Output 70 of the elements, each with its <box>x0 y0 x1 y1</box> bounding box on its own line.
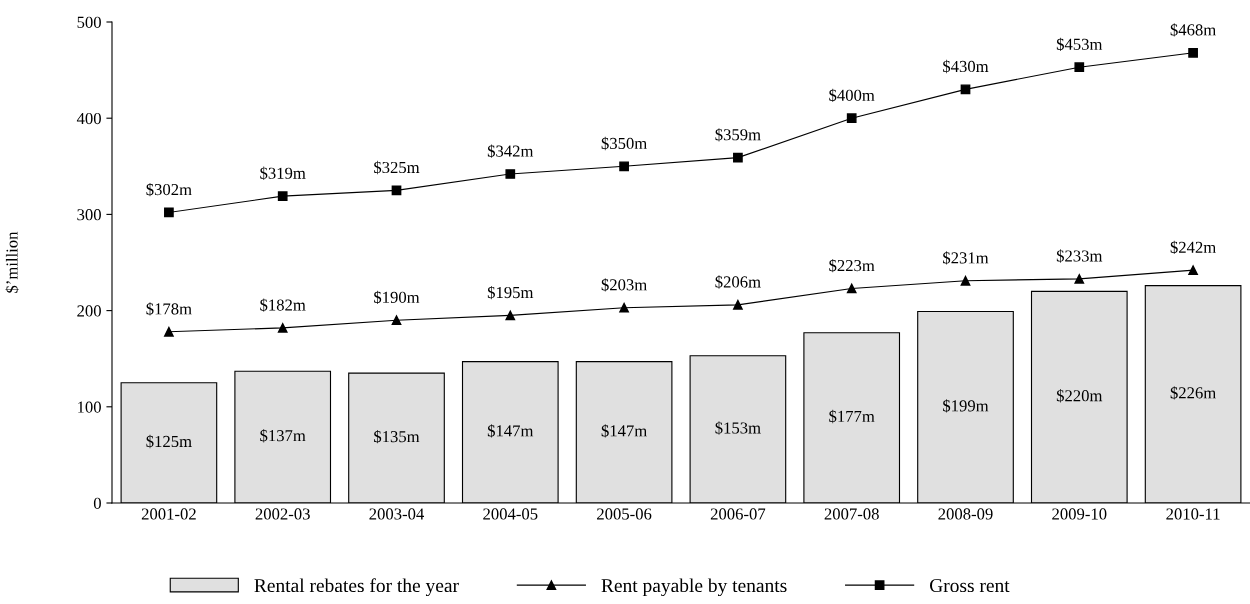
data-label: $137m <box>260 429 306 443</box>
y-tick-label: 500 <box>77 16 101 28</box>
data-label: $453m <box>1056 37 1103 52</box>
x-tick-label: 2006-07 <box>710 508 766 520</box>
point <box>619 161 629 172</box>
y-tick-label: 100 <box>78 401 101 413</box>
point <box>277 323 288 333</box>
x-tick-label: 2010-11 <box>1166 508 1220 520</box>
data-label: $319m <box>260 166 306 180</box>
data-label: $430m <box>943 59 989 74</box>
data-label: $177m <box>829 409 875 424</box>
data-label: $242m <box>1170 240 1216 255</box>
point <box>960 275 971 286</box>
data-label: $125m <box>146 434 192 449</box>
data-label: $135m <box>374 430 420 444</box>
point <box>164 326 174 337</box>
point <box>1188 47 1198 58</box>
data-label: $153m <box>715 421 761 435</box>
x-tick-label: 2002-03 <box>255 508 310 520</box>
legend-label: Rental rebates for the year <box>254 578 459 597</box>
y-tick-label: 400 <box>76 112 101 125</box>
data-label: $226m <box>1170 386 1216 400</box>
x-tick-label: 2005-06 <box>597 508 652 520</box>
data-label: $220m <box>1056 389 1103 403</box>
point <box>1188 265 1198 276</box>
x-tick-label: 2001-02 <box>141 508 196 520</box>
point <box>1074 62 1085 73</box>
x-tick-label: 2003-04 <box>369 508 425 520</box>
data-label: $400m <box>829 88 875 103</box>
legend-label: Rent payable by tenants <box>601 578 787 597</box>
point <box>391 315 402 326</box>
data-label: $147m <box>487 424 534 438</box>
point <box>164 207 174 218</box>
y-axis-title: $’million <box>5 231 19 293</box>
data-label: $190m <box>374 290 420 305</box>
y-tick-label: 0 <box>93 497 101 509</box>
data-label: $199m <box>943 399 989 413</box>
data-label: $342m <box>487 144 534 158</box>
y-tick-label: 200 <box>77 305 101 317</box>
x-tick-label: 2008-09 <box>938 508 993 520</box>
point <box>277 191 288 201</box>
point <box>846 283 857 294</box>
data-label: $178m <box>146 302 192 316</box>
x-tick-label: 2009-10 <box>1052 508 1107 520</box>
data-label: $302m <box>146 182 192 197</box>
data-label: $223m <box>829 258 875 273</box>
point <box>960 84 971 95</box>
data-label: $233m <box>1056 249 1103 263</box>
point <box>1074 273 1085 284</box>
point <box>505 310 516 321</box>
x-tick-label: 2007-08 <box>824 508 879 520</box>
point <box>733 299 743 310</box>
data-label: $350m <box>601 136 647 151</box>
x-tick-label: 2004-05 <box>483 508 538 520</box>
point <box>391 185 402 196</box>
point <box>846 113 857 124</box>
point <box>505 169 516 179</box>
data-label: $203m <box>601 278 647 292</box>
data-label: $195m <box>487 285 534 300</box>
data-label: $468m <box>1170 23 1216 37</box>
data-label: $359m <box>715 128 761 142</box>
legend-label: Gross rent <box>930 579 1010 593</box>
y-tick-label: 300 <box>77 209 101 221</box>
data-label: $182m <box>260 298 306 312</box>
point <box>733 152 743 163</box>
point <box>619 302 629 313</box>
data-label: $206m <box>715 275 761 289</box>
data-label: $147m <box>601 424 647 438</box>
data-label: $325m <box>374 160 420 175</box>
data-label: $231m <box>943 251 989 265</box>
